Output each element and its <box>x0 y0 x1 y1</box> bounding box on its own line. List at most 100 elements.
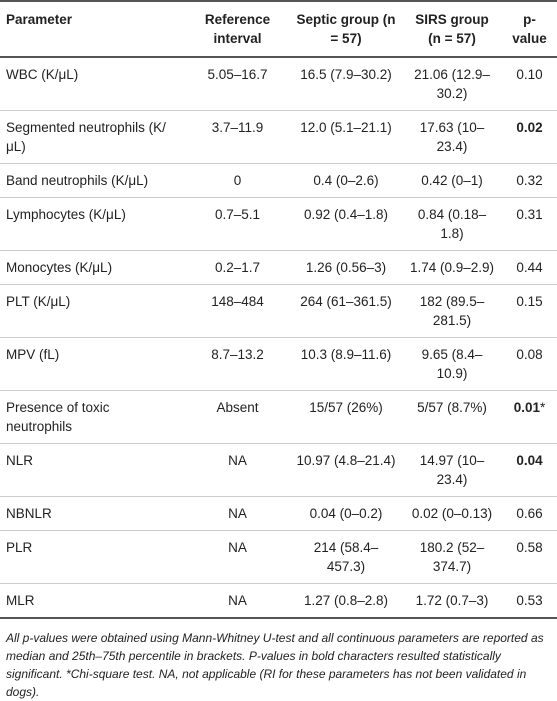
cell-text: 0.58 <box>516 540 543 555</box>
table-cell: 0.02 (0–0.13) <box>402 496 502 531</box>
table-body: WBC (K/μL) 5.05–16.7 16.5 (7.9–30.2) 21.06 … <box>0 57 557 619</box>
header-cell: p-value <box>502 0 557 58</box>
table-cell: 5.05–16.7 <box>185 57 290 111</box>
cell-text: 0.7–5.1 <box>214 207 261 222</box>
cell-text: NBNLR <box>6 506 52 521</box>
cell-text: 214 (58.4–457.3) <box>313 540 379 574</box>
note-mark: * <box>540 400 546 415</box>
table-cell: Monocytes (K/μL) <box>0 250 185 285</box>
table-row: Segmented neutrophils (K/μL) 3.7–11.9 12.0… <box>0 110 557 164</box>
table-cell: 0 <box>185 163 290 198</box>
table-row: MLR NA 1.27 (0.8–2.8) 1.72 (0.7–3) 0.53 <box>0 583 557 619</box>
cell-text: 10.3 (8.9–11.6) <box>300 347 392 362</box>
table-cell: 0.58 <box>502 530 557 584</box>
table-cell: 0.31 <box>502 197 557 251</box>
table-cell: 0.32 <box>502 163 557 198</box>
cell-text: 0.04 (0–0.2) <box>309 506 383 521</box>
header-cell: SIRS group (n = 57) <box>402 0 502 58</box>
cell-text: NA <box>228 540 247 555</box>
header-cell: Reference interval <box>185 0 290 58</box>
cell-text: 0.66 <box>516 506 543 521</box>
cell-text: 0.10 <box>516 67 543 82</box>
table-cell: 21.06 (12.9–30.2) <box>402 57 502 111</box>
table-cell: 0.44 <box>502 250 557 285</box>
table-cell: WBC (K/μL) <box>0 57 185 111</box>
table-row: Presence of toxic neutrophils Absent 15/57… <box>0 390 557 444</box>
table-cell: 10.3 (8.9–11.6) <box>290 337 402 391</box>
cell-text: 0.2–1.7 <box>214 260 261 275</box>
cell-text: 1.72 (0.7–3) <box>415 593 489 608</box>
cell-text: MLR <box>6 593 35 608</box>
table-cell: 3.7–11.9 <box>185 110 290 164</box>
table-cell: NLR <box>0 443 185 497</box>
cell-text: Segmented neutrophils (K/μL) <box>6 120 166 154</box>
table-cell: NA <box>185 443 290 497</box>
table-cell: 0.01* <box>502 390 557 444</box>
cell-text: 0.15 <box>516 294 543 309</box>
footnote: All p-values were obtained using Mann-Wh… <box>6 631 544 699</box>
cell-text: 10.97 (4.8–21.4) <box>296 453 396 468</box>
cell-text: 0.84 (0.18–1.8) <box>417 207 487 241</box>
cell-text: 0.42 (0–1) <box>421 173 483 188</box>
table-cell: Presence of toxic neutrophils <box>0 390 185 444</box>
table-cell: 16.5 (7.9–30.2) <box>290 57 402 111</box>
cell-text: Band neutrophils (K/μL) <box>6 173 149 188</box>
table-cell: NA <box>185 583 290 619</box>
cell-text: 9.65 (8.4–10.9) <box>421 347 483 381</box>
table-cell: Lymphocytes (K/μL) <box>0 197 185 251</box>
cell-text: 0.02 <box>516 120 543 135</box>
table-cell: 0.2–1.7 <box>185 250 290 285</box>
table-cell: 0.02 <box>502 110 557 164</box>
cell-text: 0.53 <box>516 593 543 608</box>
cell-text: PLT (K/μL) <box>6 294 71 309</box>
table-cell: 214 (58.4–457.3) <box>290 530 402 584</box>
table-cell: Segmented neutrophils (K/μL) <box>0 110 185 164</box>
table-cell: 0.92 (0.4–1.8) <box>290 197 402 251</box>
table-cell: 0.10 <box>502 57 557 111</box>
cell-text: PLR <box>6 540 33 555</box>
table-cell: 182 (89.5–281.5) <box>402 284 502 338</box>
table-row: MPV (fL) 8.7–13.2 10.3 (8.9–11.6) 9.65 (8.4… <box>0 337 557 391</box>
cell-text: 0.44 <box>516 260 543 275</box>
cell-text: 0 <box>233 173 242 188</box>
table-cell: 1.72 (0.7–3) <box>402 583 502 619</box>
data-table: Parameter Reference interval Septic group … <box>0 0 557 619</box>
table-cell: Band neutrophils (K/μL) <box>0 163 185 198</box>
cell-text: Presence of toxic neutrophils <box>6 400 110 434</box>
cell-text: 5.05–16.7 <box>207 67 268 82</box>
cell-text: 14.97 (10–23.4) <box>419 453 485 487</box>
cell-text: 21.06 (12.9–30.2) <box>414 67 490 101</box>
cell-text: 182 (89.5–281.5) <box>419 294 485 328</box>
table-row: Lymphocytes (K/μL) 0.7–5.1 0.92 (0.4–1.8) 0… <box>0 197 557 251</box>
table-cell: 9.65 (8.4–10.9) <box>402 337 502 391</box>
cell-text: MPV (fL) <box>6 347 60 362</box>
table-row: NBNLR NA 0.04 (0–0.2) 0.02 (0–0.13) 0.66 <box>0 496 557 531</box>
table-cell: 0.84 (0.18–1.8) <box>402 197 502 251</box>
cell-text: Absent <box>216 400 259 415</box>
cell-text: NA <box>228 453 247 468</box>
table-cell: NA <box>185 496 290 531</box>
table-cell: 0.53 <box>502 583 557 619</box>
cell-text: 5/57 (8.7%) <box>417 400 487 415</box>
table-cell: PLR <box>0 530 185 584</box>
cell-text: WBC (K/μL) <box>6 67 79 82</box>
table-cell: 8.7–13.2 <box>185 337 290 391</box>
table-cell: 0.15 <box>502 284 557 338</box>
cell-text: 0.08 <box>516 347 543 362</box>
cell-text: 0.04 <box>516 453 543 468</box>
cell-text: 15/57 (26%) <box>309 400 383 415</box>
table-cell: 0.4 (0–2.6) <box>290 163 402 198</box>
cell-text: 0.92 (0.4–1.8) <box>303 207 389 222</box>
cell-text: 8.7–13.2 <box>211 347 264 362</box>
table-row: PLR NA 214 (58.4–457.3) 180.2 (52–374.7) 0.5… <box>0 530 557 584</box>
table-cell: Absent <box>185 390 290 444</box>
table-cell: 0.04 <box>502 443 557 497</box>
table-cell: 264 (61–361.5) <box>290 284 402 338</box>
cell-text: Lymphocytes (K/μL) <box>6 207 126 222</box>
table-cell: 15/57 (26%) <box>290 390 402 444</box>
table-cell: 14.97 (10–23.4) <box>402 443 502 497</box>
table-cell: 1.26 (0.56–3) <box>290 250 402 285</box>
table-cell: 1.27 (0.8–2.8) <box>290 583 402 619</box>
cell-text: 16.5 (7.9–30.2) <box>300 67 392 82</box>
